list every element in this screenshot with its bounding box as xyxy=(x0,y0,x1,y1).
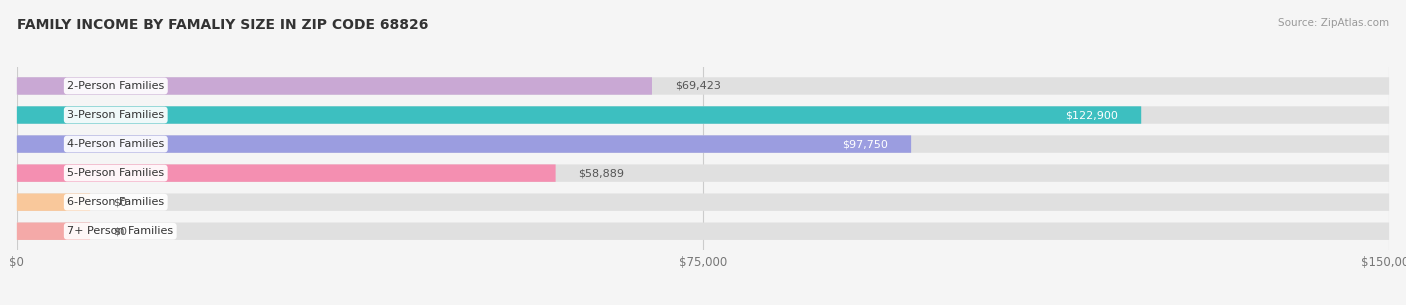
Text: 3-Person Families: 3-Person Families xyxy=(67,110,165,120)
FancyBboxPatch shape xyxy=(17,106,1142,124)
FancyBboxPatch shape xyxy=(17,193,1389,211)
FancyBboxPatch shape xyxy=(17,106,1389,124)
Text: FAMILY INCOME BY FAMALIY SIZE IN ZIP CODE 68826: FAMILY INCOME BY FAMALIY SIZE IN ZIP COD… xyxy=(17,18,429,32)
Text: $58,889: $58,889 xyxy=(578,168,624,178)
FancyBboxPatch shape xyxy=(17,223,90,240)
Text: $122,900: $122,900 xyxy=(1066,110,1118,120)
Text: 4-Person Families: 4-Person Families xyxy=(67,139,165,149)
Text: 2-Person Families: 2-Person Families xyxy=(67,81,165,91)
Text: $0: $0 xyxy=(112,197,127,207)
FancyBboxPatch shape xyxy=(17,164,555,182)
Text: 7+ Person Families: 7+ Person Families xyxy=(67,226,173,236)
FancyBboxPatch shape xyxy=(17,135,911,153)
FancyBboxPatch shape xyxy=(17,223,1389,240)
Text: 6-Person Families: 6-Person Families xyxy=(67,197,165,207)
FancyBboxPatch shape xyxy=(17,164,1389,182)
Text: $69,423: $69,423 xyxy=(675,81,721,91)
FancyBboxPatch shape xyxy=(17,77,652,95)
Text: Source: ZipAtlas.com: Source: ZipAtlas.com xyxy=(1278,18,1389,28)
Text: 5-Person Families: 5-Person Families xyxy=(67,168,165,178)
FancyBboxPatch shape xyxy=(17,135,1389,153)
Text: $0: $0 xyxy=(112,226,127,236)
FancyBboxPatch shape xyxy=(17,193,90,211)
Text: $97,750: $97,750 xyxy=(842,139,889,149)
FancyBboxPatch shape xyxy=(17,77,1389,95)
